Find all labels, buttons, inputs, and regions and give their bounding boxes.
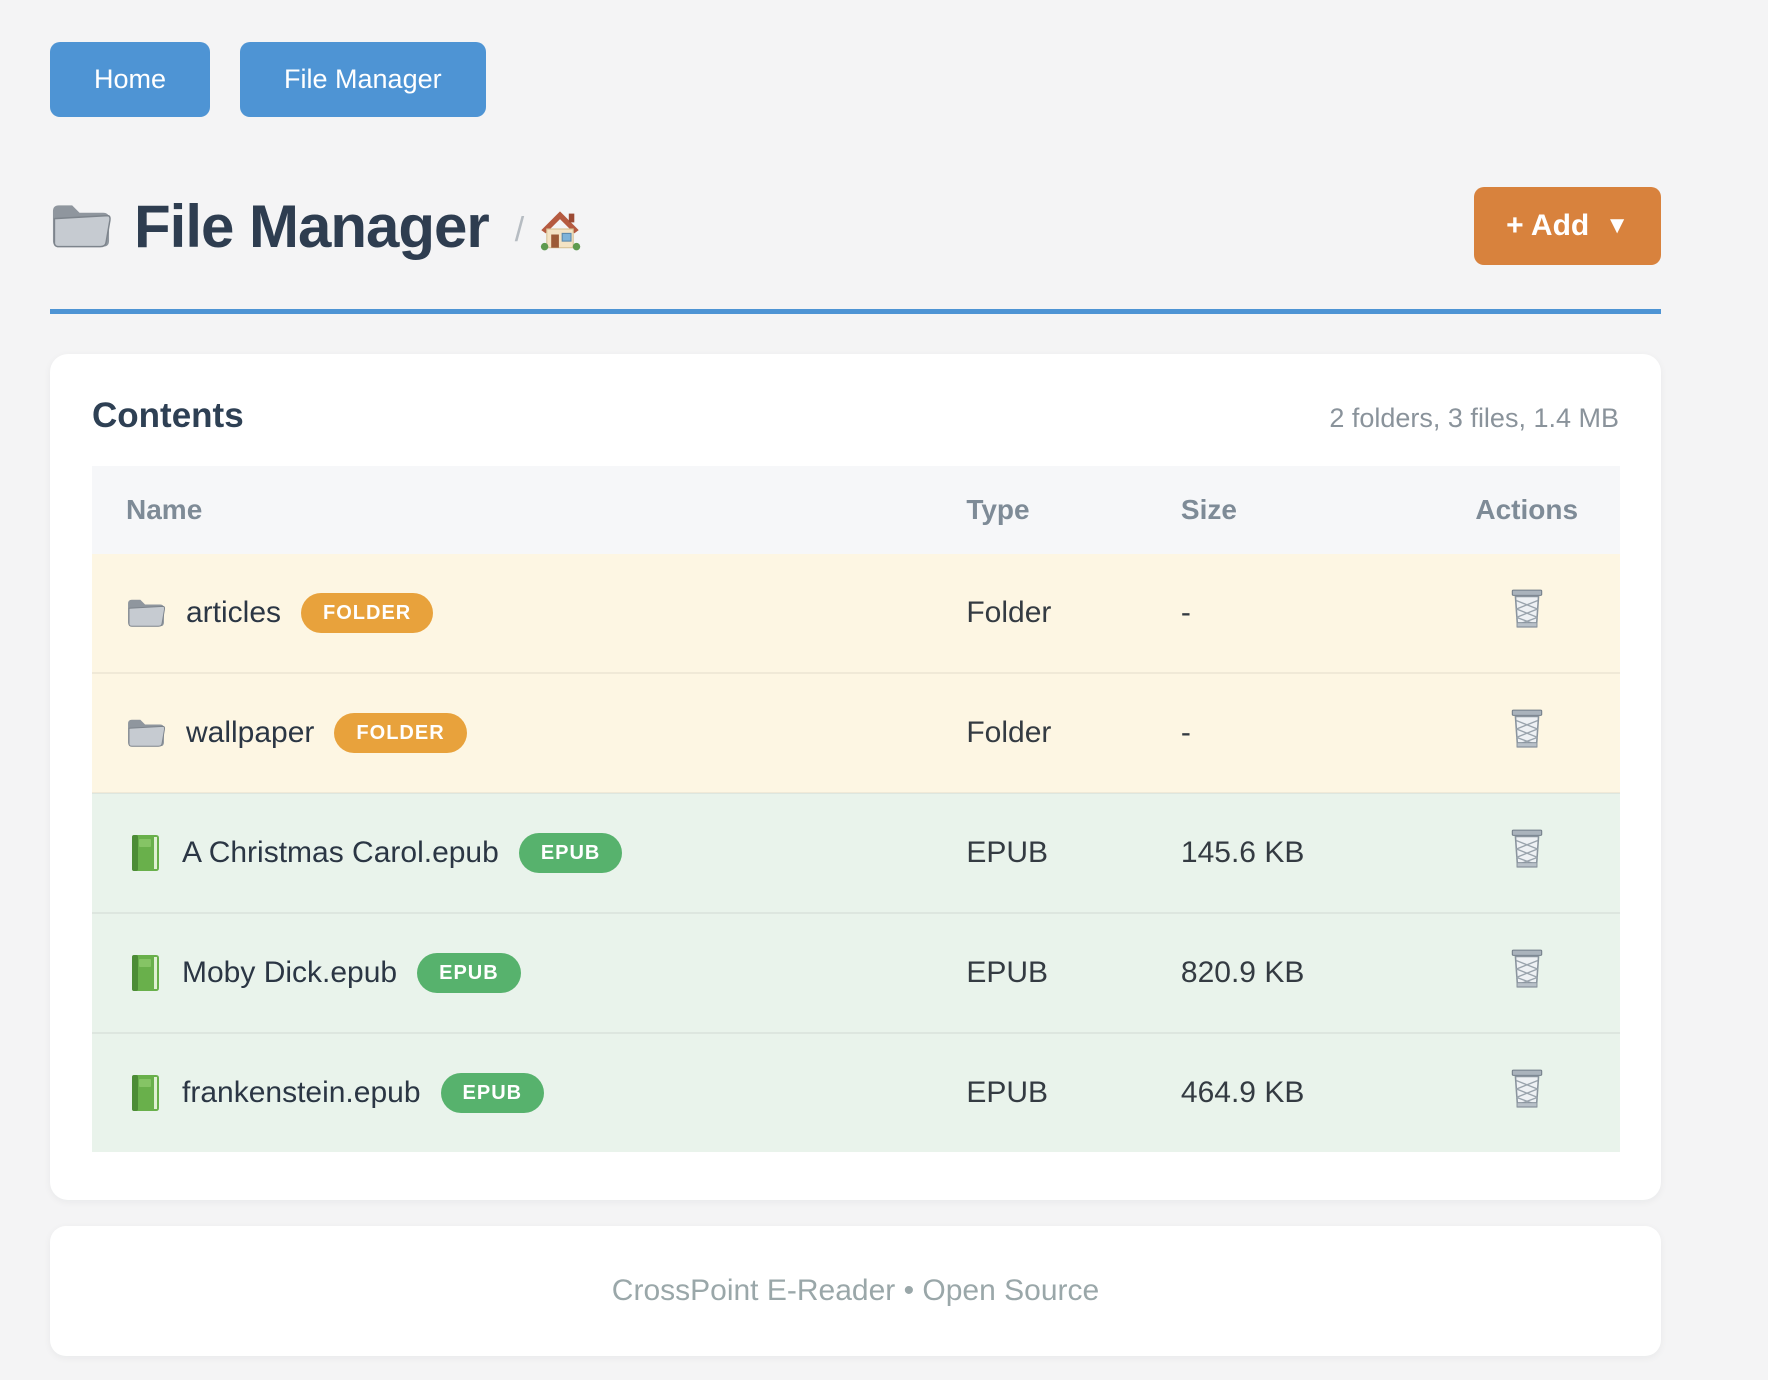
item-type: EPUB [966, 792, 1181, 913]
table-row-christmas-carol[interactable]: A Christmas Carol.epub EPUB EPUB 145.6 K… [92, 792, 1620, 913]
title-divider [50, 309, 1661, 314]
table-row-frankenstein[interactable]: frankenstein.epub EPUB EPUB 464.9 KB [92, 1032, 1620, 1152]
footer-text: CrossPoint E-Reader • Open Source [611, 1274, 1100, 1307]
footer: CrossPoint E-Reader • Open Source [50, 1226, 1661, 1356]
table-row-articles[interactable]: articles FOLDER Folder - [92, 554, 1620, 673]
item-name[interactable]: Moby Dick.epub [182, 956, 398, 989]
column-header-type: Type [966, 466, 1181, 554]
page-header: File Manager / + Add ▼ [50, 187, 1661, 265]
folder-icon [126, 716, 166, 750]
book-icon [126, 833, 162, 873]
delete-button[interactable] [1509, 588, 1545, 630]
trash-icon [1509, 1068, 1545, 1110]
delete-button[interactable] [1509, 828, 1545, 870]
item-name[interactable]: wallpaper [186, 716, 315, 749]
delete-button[interactable] [1509, 948, 1545, 990]
add-button-label: + Add [1506, 209, 1590, 242]
contents-card: Contents 2 folders, 3 files, 1.4 MB Name… [50, 354, 1661, 1200]
item-type: Folder [966, 596, 1052, 629]
item-type: Folder [966, 672, 1181, 793]
epub-badge: EPUB [440, 1073, 545, 1113]
epub-badge: EPUB [518, 833, 623, 873]
item-size: - [1180, 672, 1434, 793]
table-row-moby-dick[interactable]: Moby Dick.epub EPUB EPUB 820.9 KB [92, 912, 1620, 1033]
file-manager-button[interactable]: File Manager [240, 42, 486, 117]
trash-icon [1509, 828, 1545, 870]
caret-down-icon: ▼ [1605, 212, 1629, 239]
item-type: EPUB [966, 912, 1181, 1033]
item-size: 145.6 KB [1180, 792, 1434, 913]
folder-icon [50, 199, 112, 253]
folder-icon [126, 596, 166, 630]
trash-icon [1509, 588, 1545, 630]
table-row-wallpaper[interactable]: wallpaper FOLDER Folder - [92, 672, 1620, 793]
item-type: EPUB [966, 1032, 1181, 1152]
book-icon [126, 953, 162, 993]
contents-title: Contents [92, 396, 244, 435]
delete-button[interactable] [1509, 1068, 1545, 1110]
contents-card-header: Contents 2 folders, 3 files, 1.4 MB [92, 396, 1627, 436]
item-name[interactable]: A Christmas Carol.epub [182, 836, 499, 869]
column-header-size: Size [1180, 466, 1434, 554]
table-header-row: Name Type Size Actions [92, 466, 1620, 554]
item-size: 464.9 KB [1180, 1032, 1434, 1152]
file-manager-page: Home File Manager File Manager / + Add ▼… [50, 42, 1661, 1356]
item-size: - [1180, 596, 1191, 629]
trash-icon [1509, 948, 1545, 990]
book-icon [126, 1073, 162, 1113]
item-size: 820.9 KB [1180, 912, 1434, 1033]
item-name[interactable]: articles [186, 596, 282, 629]
breadcrumb-separator: / [514, 210, 525, 249]
folder-badge: FOLDER [334, 713, 467, 753]
contents-summary: 2 folders, 3 files, 1.4 MB [1329, 403, 1619, 433]
folder-badge: FOLDER [301, 593, 434, 633]
top-nav: Home File Manager [50, 42, 1661, 117]
home-button[interactable]: Home [50, 42, 211, 117]
delete-button[interactable] [1509, 708, 1545, 750]
page-title: File Manager [134, 192, 490, 260]
epub-badge: EPUB [417, 953, 521, 993]
column-header-actions: Actions [1433, 466, 1620, 554]
home-icon[interactable] [538, 207, 582, 251]
contents-table: Name Type Size Actions articles FOLDER F… [92, 466, 1620, 1152]
trash-icon [1509, 708, 1545, 750]
add-button[interactable]: + Add ▼ [1474, 187, 1661, 265]
column-header-name: Name [92, 466, 967, 554]
item-name[interactable]: frankenstein.epub [182, 1076, 421, 1109]
